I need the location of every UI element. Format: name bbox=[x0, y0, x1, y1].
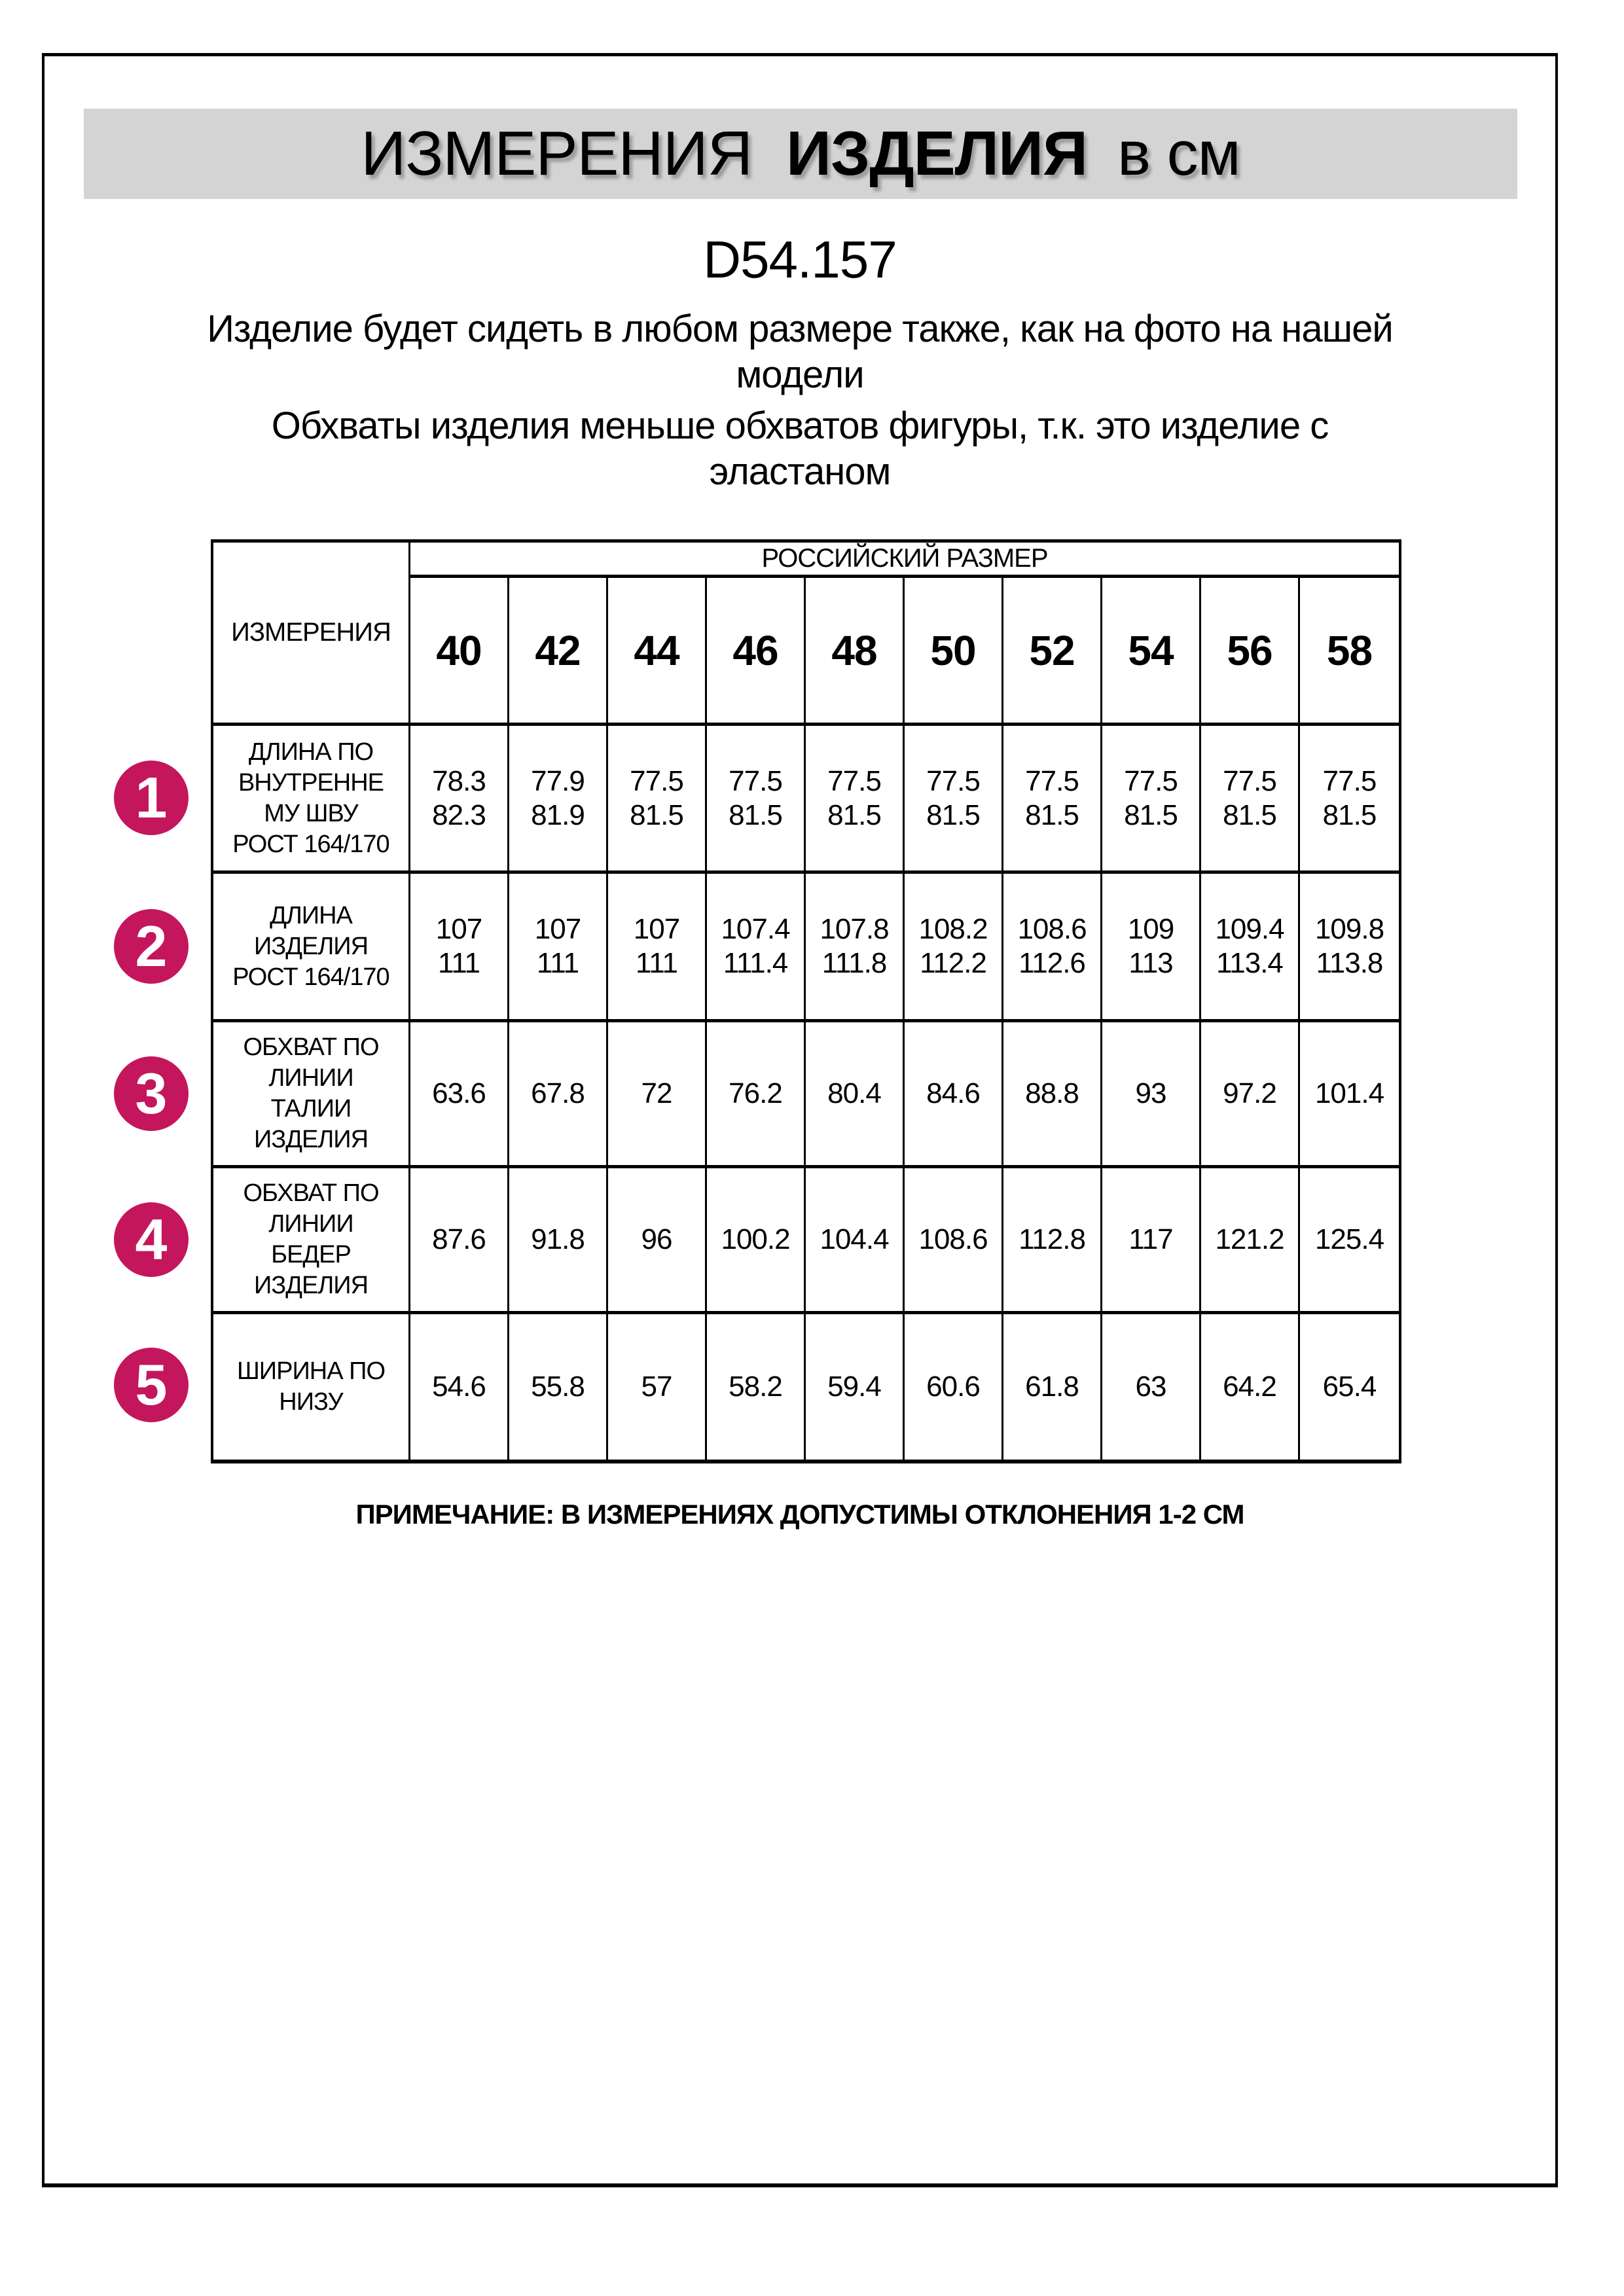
value-cell-row3-size58: 101.4 bbox=[1300, 1022, 1399, 1168]
size-header-cell-44: 44 bbox=[608, 578, 707, 726]
row-number-badge-5: 5 bbox=[114, 1348, 189, 1422]
measurement-label-3: ОБХВАТ ПО ЛИНИИ ТАЛИИ ИЗДЕЛИЯ bbox=[213, 1022, 410, 1168]
value-cell-row2-size42: 107 111 bbox=[509, 874, 608, 1022]
value-cell-row1-size48: 77.5 81.5 bbox=[806, 726, 905, 874]
measurement-label-1: ДЛИНА ПО ВНУТРЕННЕ МУ ШВУ РОСТ 164/170 bbox=[213, 726, 410, 874]
size-table: ИЗМЕРЕНИЯ РОССИЙСКИЙ РАЗМЕР 40 42 44 46 48 50… bbox=[211, 539, 1401, 1463]
value-cell-row1-size54: 77.5 81.5 bbox=[1102, 726, 1201, 874]
value-cell-row1-size52: 77.5 81.5 bbox=[1003, 726, 1102, 874]
fit-note: Изделие будет сидеть в любом размере так… bbox=[207, 308, 1394, 396]
row-number-badge-1: 1 bbox=[114, 761, 189, 835]
value-cell-row1-size42: 77.9 81.9 bbox=[509, 726, 608, 874]
size-header-cell-56: 56 bbox=[1201, 578, 1300, 726]
value-cell-row3-size50: 84.6 bbox=[905, 1022, 1003, 1168]
size-header-cell-42: 42 bbox=[509, 578, 608, 726]
size-header-cell-48: 48 bbox=[806, 578, 905, 726]
title-measurements: ИЗМЕРЕНИЯ bbox=[361, 118, 753, 188]
value-cell-row3-size48: 80.4 bbox=[806, 1022, 905, 1168]
value-cell-row4-size56: 121.2 bbox=[1201, 1168, 1300, 1314]
value-cell-row3-size46: 76.2 bbox=[707, 1022, 806, 1168]
value-cell-row4-size54: 117 bbox=[1102, 1168, 1201, 1314]
value-cell-row2-size46: 107.4 111.4 bbox=[707, 874, 806, 1022]
value-cell-row1-size56: 77.5 81.5 bbox=[1201, 726, 1300, 874]
title-band: ИЗМЕРЕНИЯ ИЗДЕЛИЯ в см bbox=[84, 109, 1517, 199]
value-cell-row1-size58: 77.5 81.5 bbox=[1300, 726, 1399, 874]
value-cell-row4-size48: 104.4 bbox=[806, 1168, 905, 1314]
value-cell-row1-size40: 78.3 82.3 bbox=[410, 726, 509, 874]
value-cell-row5-size56: 64.2 bbox=[1201, 1314, 1300, 1460]
measurements-corner-cell: ИЗМЕРЕНИЯ bbox=[213, 543, 410, 726]
value-cell-row1-size44: 77.5 81.5 bbox=[608, 726, 707, 874]
value-cell-row2-size54: 109 113 bbox=[1102, 874, 1201, 1022]
value-cell-row5-size46: 58.2 bbox=[707, 1314, 806, 1460]
value-cell-row5-size42: 55.8 bbox=[509, 1314, 608, 1460]
value-cell-row2-size40: 107 111 bbox=[410, 874, 509, 1022]
value-cell-row5-size40: 54.6 bbox=[410, 1314, 509, 1460]
value-cell-row4-size52: 112.8 bbox=[1003, 1168, 1102, 1314]
product-code: D54.157 bbox=[703, 230, 897, 289]
value-cell-row5-size52: 61.8 bbox=[1003, 1314, 1102, 1460]
value-cell-row4-size58: 125.4 bbox=[1300, 1168, 1399, 1314]
value-cell-row2-size58: 109.8 113.8 bbox=[1300, 874, 1399, 1022]
measurement-label-5: ШИРИНА ПО НИЗУ bbox=[213, 1314, 410, 1460]
value-cell-row4-size50: 108.6 bbox=[905, 1168, 1003, 1314]
value-cell-row4-size40: 87.6 bbox=[410, 1168, 509, 1314]
title-unit: в см bbox=[1117, 118, 1241, 188]
value-cell-row3-size44: 72 bbox=[608, 1022, 707, 1168]
value-cell-row1-size50: 77.5 81.5 bbox=[905, 726, 1003, 874]
value-cell-row2-size56: 109.4 113.4 bbox=[1201, 874, 1300, 1022]
size-header-cell-52: 52 bbox=[1003, 578, 1102, 726]
value-cell-row3-size52: 88.8 bbox=[1003, 1022, 1102, 1168]
size-header-cell-50: 50 bbox=[905, 578, 1003, 726]
value-cell-row4-size46: 100.2 bbox=[707, 1168, 806, 1314]
size-header-cell-46: 46 bbox=[707, 578, 806, 726]
measurement-label-4: ОБХВАТ ПО ЛИНИИ БЕДЕР ИЗДЕЛИЯ bbox=[213, 1168, 410, 1314]
russian-size-header: РОССИЙСКИЙ РАЗМЕР bbox=[410, 543, 1399, 578]
value-cell-row3-size56: 97.2 bbox=[1201, 1022, 1300, 1168]
value-cell-row2-size44: 107 111 bbox=[608, 874, 707, 1022]
value-cell-row5-size48: 59.4 bbox=[806, 1314, 905, 1460]
value-cell-row2-size52: 108.6 112.6 bbox=[1003, 874, 1102, 1022]
value-cell-row5-size58: 65.4 bbox=[1322, 1371, 1377, 1403]
value-cell-row2-size50: 108.2 112.2 bbox=[905, 874, 1003, 1022]
value-cell-row5-size44: 57 bbox=[608, 1314, 707, 1460]
size-header-cell-40: 40 bbox=[410, 578, 509, 726]
row-number-badge-3: 3 bbox=[114, 1056, 189, 1131]
value-cell-row5-size54: 63 bbox=[1102, 1314, 1201, 1460]
value-cell-row2-size48: 107.8 111.8 bbox=[806, 874, 905, 1022]
value-cell-row3-size42: 67.8 bbox=[509, 1022, 608, 1168]
size-header-cell-54: 54 bbox=[1102, 578, 1201, 726]
tolerance-note: ПРИМЕЧАНИЕ: В ИЗМЕРЕНИЯХ ДОПУСТИМЫ ОТКЛО… bbox=[355, 1499, 1244, 1530]
value-cell-row5-size50: 60.6 bbox=[905, 1314, 1003, 1460]
value-cell-row3-size40: 63.6 bbox=[410, 1022, 509, 1168]
measurement-label-2: ДЛИНА ИЗДЕЛИЯ РОСТ 164/170 bbox=[213, 874, 410, 1022]
value-cell-row1-size46: 77.5 81.5 bbox=[707, 726, 806, 874]
row-number-badge-2: 2 bbox=[114, 909, 189, 984]
value-cell-row4-size44: 96 bbox=[608, 1168, 707, 1314]
value-cell-row3-size54: 93 bbox=[1102, 1022, 1201, 1168]
row-number-badge-4: 4 bbox=[114, 1202, 189, 1277]
elastane-note: Обхваты изделия меньше обхватов фигуры, … bbox=[271, 404, 1329, 493]
value-cell-row4-size42: 91.8 bbox=[509, 1168, 608, 1314]
title-product-word: ИЗДЕЛИЯ bbox=[786, 118, 1088, 188]
size-header-cell-58: 58 bbox=[1300, 578, 1399, 726]
